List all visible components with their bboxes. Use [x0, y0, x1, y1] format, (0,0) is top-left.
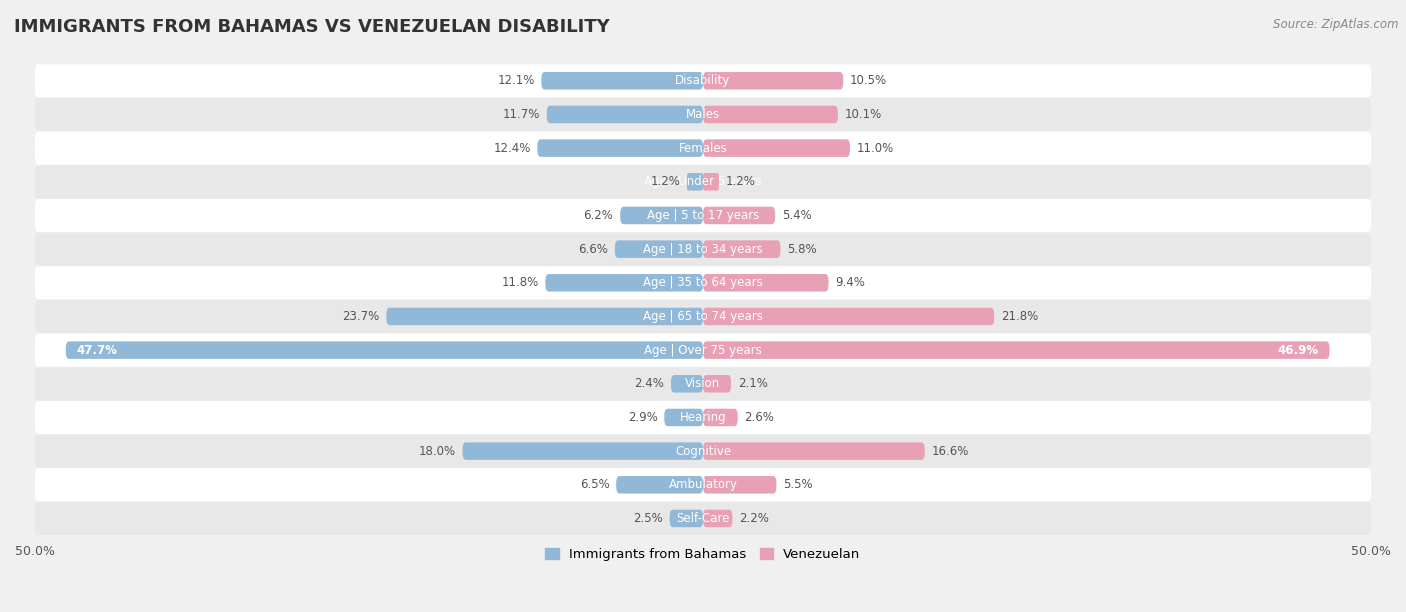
FancyBboxPatch shape	[35, 266, 1371, 299]
Text: 23.7%: 23.7%	[343, 310, 380, 323]
FancyBboxPatch shape	[703, 375, 731, 392]
FancyBboxPatch shape	[703, 341, 1330, 359]
Text: Females: Females	[679, 141, 727, 155]
FancyBboxPatch shape	[703, 510, 733, 527]
Legend: Immigrants from Bahamas, Venezuelan: Immigrants from Bahamas, Venezuelan	[540, 543, 866, 567]
Text: 5.8%: 5.8%	[787, 242, 817, 256]
FancyBboxPatch shape	[35, 502, 1371, 535]
Text: 2.6%: 2.6%	[744, 411, 775, 424]
FancyBboxPatch shape	[616, 476, 703, 493]
FancyBboxPatch shape	[620, 207, 703, 224]
Text: 10.5%: 10.5%	[851, 74, 887, 88]
Text: 11.0%: 11.0%	[856, 141, 894, 155]
FancyBboxPatch shape	[703, 72, 844, 89]
Text: Ambulatory: Ambulatory	[668, 479, 738, 491]
FancyBboxPatch shape	[463, 442, 703, 460]
Text: 2.1%: 2.1%	[738, 377, 768, 390]
FancyBboxPatch shape	[35, 367, 1371, 400]
FancyBboxPatch shape	[688, 173, 703, 190]
FancyBboxPatch shape	[35, 233, 1371, 266]
FancyBboxPatch shape	[703, 140, 851, 157]
Text: Disability: Disability	[675, 74, 731, 88]
FancyBboxPatch shape	[541, 72, 703, 89]
FancyBboxPatch shape	[703, 308, 994, 325]
FancyBboxPatch shape	[703, 274, 828, 291]
FancyBboxPatch shape	[703, 207, 775, 224]
FancyBboxPatch shape	[703, 409, 738, 426]
FancyBboxPatch shape	[35, 199, 1371, 232]
FancyBboxPatch shape	[614, 241, 703, 258]
Text: Age | 18 to 34 years: Age | 18 to 34 years	[643, 242, 763, 256]
Text: 16.6%: 16.6%	[931, 445, 969, 458]
Text: Hearing: Hearing	[679, 411, 727, 424]
Text: 6.2%: 6.2%	[583, 209, 613, 222]
FancyBboxPatch shape	[703, 241, 780, 258]
Text: 46.9%: 46.9%	[1278, 343, 1319, 357]
FancyBboxPatch shape	[35, 300, 1371, 333]
Text: Age | 65 to 74 years: Age | 65 to 74 years	[643, 310, 763, 323]
Text: 9.4%: 9.4%	[835, 276, 865, 289]
FancyBboxPatch shape	[35, 165, 1371, 198]
Text: Age | Over 75 years: Age | Over 75 years	[644, 343, 762, 357]
Text: 5.4%: 5.4%	[782, 209, 811, 222]
Text: 1.2%: 1.2%	[725, 175, 755, 188]
FancyBboxPatch shape	[387, 308, 703, 325]
Text: 6.6%: 6.6%	[578, 242, 609, 256]
Text: 47.7%: 47.7%	[76, 343, 117, 357]
Text: 18.0%: 18.0%	[419, 445, 456, 458]
FancyBboxPatch shape	[35, 334, 1371, 367]
Text: 6.5%: 6.5%	[579, 479, 609, 491]
Text: Age | Under 5 years: Age | Under 5 years	[644, 175, 762, 188]
FancyBboxPatch shape	[703, 476, 776, 493]
Text: 12.4%: 12.4%	[494, 141, 530, 155]
FancyBboxPatch shape	[66, 341, 703, 359]
Text: Self-Care: Self-Care	[676, 512, 730, 525]
Text: IMMIGRANTS FROM BAHAMAS VS VENEZUELAN DISABILITY: IMMIGRANTS FROM BAHAMAS VS VENEZUELAN DI…	[14, 18, 610, 36]
FancyBboxPatch shape	[537, 140, 703, 157]
Text: 2.9%: 2.9%	[627, 411, 658, 424]
FancyBboxPatch shape	[664, 409, 703, 426]
Text: 12.1%: 12.1%	[498, 74, 534, 88]
Text: 5.5%: 5.5%	[783, 479, 813, 491]
FancyBboxPatch shape	[546, 274, 703, 291]
Text: 2.2%: 2.2%	[740, 512, 769, 525]
FancyBboxPatch shape	[671, 375, 703, 392]
Text: 2.5%: 2.5%	[633, 512, 662, 525]
Text: Age | 35 to 64 years: Age | 35 to 64 years	[643, 276, 763, 289]
Text: 21.8%: 21.8%	[1001, 310, 1038, 323]
FancyBboxPatch shape	[35, 435, 1371, 468]
FancyBboxPatch shape	[35, 64, 1371, 97]
Text: Source: ZipAtlas.com: Source: ZipAtlas.com	[1274, 18, 1399, 31]
FancyBboxPatch shape	[35, 401, 1371, 434]
FancyBboxPatch shape	[547, 106, 703, 123]
FancyBboxPatch shape	[35, 98, 1371, 131]
Text: Cognitive: Cognitive	[675, 445, 731, 458]
Text: 2.4%: 2.4%	[634, 377, 664, 390]
Text: 1.2%: 1.2%	[651, 175, 681, 188]
Text: 10.1%: 10.1%	[845, 108, 882, 121]
FancyBboxPatch shape	[703, 442, 925, 460]
FancyBboxPatch shape	[35, 468, 1371, 501]
FancyBboxPatch shape	[35, 132, 1371, 165]
FancyBboxPatch shape	[703, 106, 838, 123]
Text: Age | 5 to 17 years: Age | 5 to 17 years	[647, 209, 759, 222]
FancyBboxPatch shape	[703, 173, 718, 190]
FancyBboxPatch shape	[669, 510, 703, 527]
Text: 11.8%: 11.8%	[502, 276, 538, 289]
Text: Vision: Vision	[685, 377, 721, 390]
Text: 11.7%: 11.7%	[502, 108, 540, 121]
Text: Males: Males	[686, 108, 720, 121]
